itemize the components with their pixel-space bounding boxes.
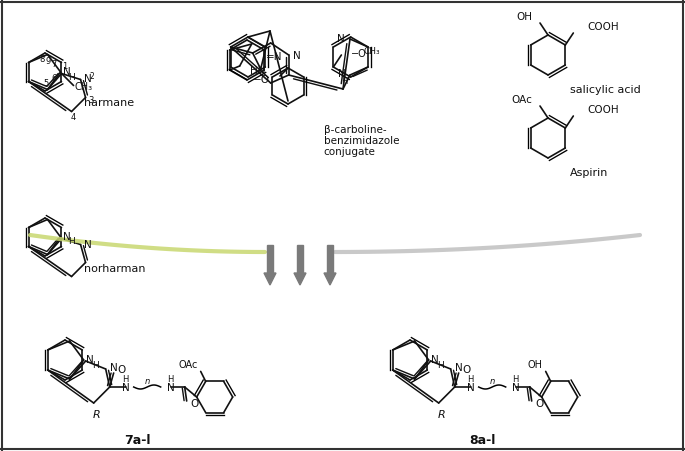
Text: H: H — [436, 360, 443, 369]
Text: OH: OH — [527, 360, 543, 370]
Text: 9: 9 — [46, 57, 51, 66]
Text: H: H — [123, 376, 129, 385]
Text: 4: 4 — [71, 113, 76, 122]
Text: H: H — [467, 376, 474, 385]
Text: −O: −O — [253, 75, 270, 85]
Text: OAc: OAc — [178, 360, 198, 370]
Text: Aspirin: Aspirin — [570, 168, 608, 178]
Bar — [297, 245, 303, 273]
Polygon shape — [324, 273, 336, 285]
Text: O: O — [536, 399, 544, 409]
Text: CH₃: CH₃ — [363, 46, 380, 55]
Text: norharman: norharman — [84, 263, 145, 273]
Text: n: n — [145, 377, 150, 386]
Text: =N: =N — [266, 52, 282, 62]
Polygon shape — [294, 273, 306, 285]
Text: O: O — [190, 399, 199, 409]
Text: N: N — [431, 355, 438, 365]
Text: OAc: OAc — [511, 95, 532, 105]
Text: N: N — [337, 34, 345, 44]
Text: 1: 1 — [62, 62, 67, 71]
Text: 7: 7 — [52, 60, 57, 69]
Text: 3: 3 — [88, 96, 93, 105]
Bar — [266, 245, 273, 273]
Text: COOH: COOH — [587, 105, 619, 115]
Text: harmane: harmane — [84, 98, 134, 109]
Text: N: N — [512, 383, 519, 393]
Text: N: N — [292, 51, 301, 61]
Text: H: H — [92, 360, 99, 369]
Text: n: n — [490, 377, 495, 386]
Text: N: N — [84, 239, 91, 249]
Text: N: N — [62, 232, 71, 242]
Text: N: N — [466, 383, 475, 393]
Text: 6: 6 — [52, 74, 57, 83]
Text: N: N — [455, 363, 462, 373]
Text: H: H — [68, 73, 75, 82]
Text: CH₃: CH₃ — [75, 83, 92, 92]
Text: HN: HN — [250, 66, 266, 76]
Text: −O: −O — [351, 49, 367, 59]
Text: conjugate: conjugate — [324, 147, 375, 157]
Text: 7a-l: 7a-l — [124, 433, 150, 446]
Text: N: N — [167, 383, 175, 393]
Text: benzimidazole: benzimidazole — [324, 136, 399, 146]
Text: O: O — [462, 365, 471, 375]
Text: COOH: COOH — [587, 22, 619, 32]
Text: R: R — [438, 410, 445, 420]
Text: H: H — [168, 376, 174, 385]
Text: N: N — [110, 363, 117, 373]
Text: 2: 2 — [90, 72, 95, 81]
Text: O: O — [118, 365, 126, 375]
Text: N: N — [122, 383, 129, 393]
Text: H: H — [512, 376, 519, 385]
Bar — [327, 245, 334, 273]
Text: R: R — [92, 410, 101, 420]
Text: β-carboline-: β-carboline- — [324, 125, 386, 135]
Text: N: N — [338, 69, 346, 79]
Text: H: H — [68, 238, 75, 247]
Text: N: N — [84, 74, 91, 83]
Text: H: H — [342, 77, 348, 86]
Text: N: N — [62, 67, 71, 77]
Text: OH: OH — [516, 12, 532, 22]
Text: 5: 5 — [43, 79, 49, 88]
Text: 8: 8 — [39, 55, 45, 64]
Text: 8a-l: 8a-l — [469, 433, 495, 446]
Polygon shape — [264, 273, 276, 285]
Text: salicylic acid: salicylic acid — [570, 85, 640, 95]
Text: N: N — [86, 355, 93, 365]
